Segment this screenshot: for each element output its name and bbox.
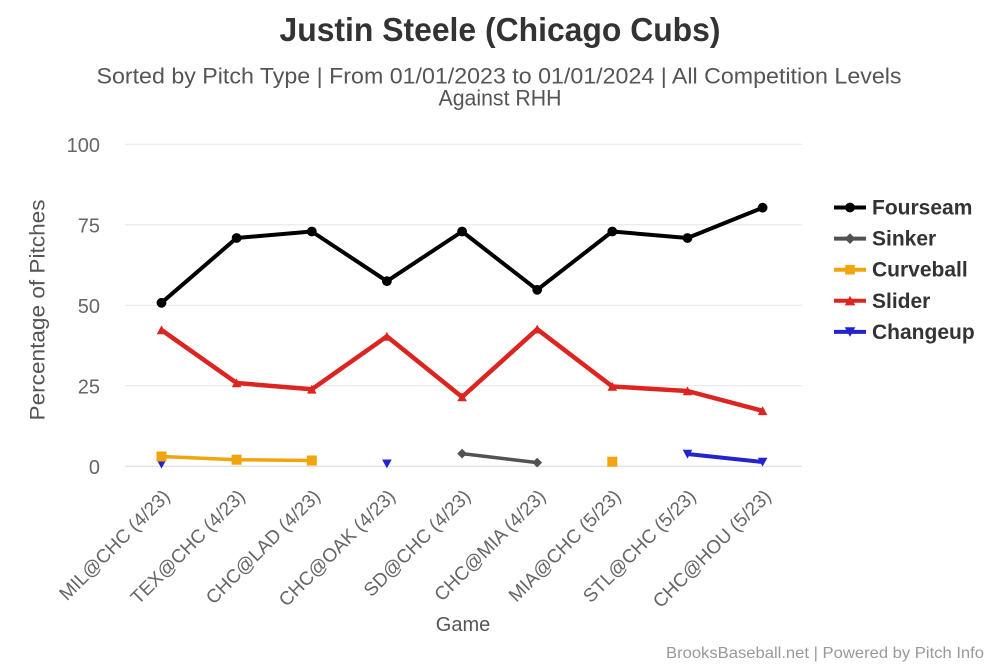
svg-text:0: 0 [89,457,100,479]
svg-text:50: 50 [78,296,100,318]
svg-text:Game: Game [436,614,490,636]
svg-text:Fourseam: Fourseam [872,197,972,220]
svg-text:Sinker: Sinker [872,228,936,251]
svg-text:BrooksBaseball.net | Powered b: BrooksBaseball.net | Powered by Pitch In… [666,645,984,662]
svg-text:Against RHH: Against RHH [439,86,562,111]
svg-text:Sorted by Pitch Type | From 01: Sorted by Pitch Type | From 01/01/2023 t… [97,64,902,89]
svg-text:Percentage of Pitches: Percentage of Pitches [27,200,50,421]
svg-text:75: 75 [78,216,100,238]
svg-text:Justin Steele (Chicago Cubs): Justin Steele (Chicago Cubs) [280,11,721,48]
svg-text:Curveball: Curveball [872,259,968,282]
svg-text:100: 100 [67,135,100,157]
svg-text:Changeup: Changeup [872,321,975,344]
svg-text:25: 25 [78,377,100,399]
svg-text:Slider: Slider [872,290,930,313]
